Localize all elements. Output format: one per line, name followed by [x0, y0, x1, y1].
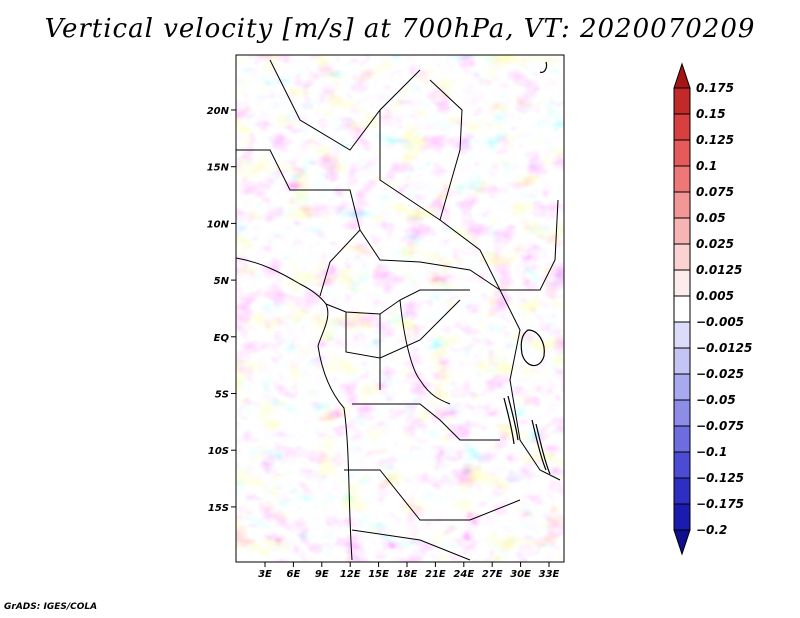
colorbar-segment	[673, 243, 691, 271]
colorbar-level-label: 0.0125	[696, 263, 742, 277]
lon-label: 30E	[510, 569, 531, 580]
credit-text: GrADS: IGES/COLA	[4, 602, 98, 612]
colorbar-segment	[673, 321, 691, 349]
colorbar-segment	[673, 295, 691, 323]
colorbar-segment	[673, 347, 691, 375]
colorbar-max-triangle	[673, 62, 691, 89]
colorbar-segment	[673, 139, 691, 167]
lat-label: EQ	[214, 333, 230, 344]
colorbar-segment	[673, 399, 691, 427]
lon-label: 6E	[287, 569, 301, 580]
colorbar: 0.175 0.15 0.125 0.1 0.075 0.05 0.025 0.0125 0.0…	[673, 62, 752, 556]
colorbar-min-triangle	[673, 529, 691, 556]
lat-label: 5S	[215, 390, 229, 401]
colorbar-level-label: −0.1	[696, 445, 727, 459]
colorbar-segment	[673, 165, 691, 193]
lon-label: 3E	[258, 569, 272, 580]
lon-label: 9E	[315, 569, 329, 580]
lon-label: 21E	[425, 569, 446, 580]
lat-label: 20N	[207, 106, 230, 117]
latitude-axis: 20N 15N 10N 5N EQ 5S 10S 15S	[207, 106, 236, 514]
lat-label: 15N	[207, 163, 230, 174]
lat-label: 10S	[208, 446, 229, 457]
colorbar-segment	[673, 191, 691, 219]
colorbar-level-label: 0.15	[696, 107, 726, 121]
colorbar-level-label: 0.005	[696, 289, 734, 303]
longitude-axis: 3E 6E 9E 12E 15E 18E 21E 24E 27E 30E 33E	[258, 562, 560, 580]
lon-label: 27E	[482, 569, 503, 580]
lon-label: 24E	[453, 569, 474, 580]
colorbar-segment	[673, 113, 691, 141]
colorbar-segment	[673, 269, 691, 297]
colorbar-level-label: 0.025	[696, 237, 734, 251]
colorbar-level-label: −0.125	[696, 471, 744, 485]
lon-label: 18E	[397, 569, 418, 580]
colorbar-level-label: −0.05	[696, 393, 736, 407]
colorbar-level-label: 0.1	[696, 159, 717, 173]
colorbar-level-label: −0.175	[696, 497, 744, 511]
colorbar-level-label: −0.005	[696, 315, 744, 329]
lat-label: 10N	[207, 219, 230, 230]
colorbar-segment	[673, 425, 691, 453]
colorbar-level-label: 0.05	[696, 211, 726, 225]
lon-label: 12E	[340, 569, 361, 580]
colorbar-level-label: 0.125	[696, 133, 734, 147]
country-borders	[236, 59, 561, 561]
colorbar-segment	[673, 451, 691, 479]
colorbar-level-label: 0.075	[696, 185, 734, 199]
velocity-field	[236, 55, 564, 562]
lon-label: 15E	[368, 569, 389, 580]
colorbar-level-label: 0.175	[696, 81, 734, 95]
colorbar-level-label: −0.0125	[696, 341, 752, 355]
colorbar-level-label: −0.075	[696, 419, 744, 433]
lat-label: 5N	[214, 276, 230, 287]
map-title: Vertical velocity [m/s] at 700hPa, VT: 2…	[44, 14, 756, 44]
map-frame	[235, 54, 565, 563]
lake-outlines	[503, 61, 551, 475]
colorbar-segment	[673, 373, 691, 401]
colorbar-level-label: −0.2	[696, 523, 727, 537]
colorbar-segment	[673, 503, 691, 531]
lat-label: 15S	[208, 503, 229, 514]
colorbar-segment	[673, 217, 691, 245]
colorbar-level-label: −0.025	[696, 367, 744, 381]
lon-label: 33E	[539, 569, 560, 580]
colorbar-segment	[673, 87, 691, 115]
colorbar-segment	[673, 477, 691, 505]
